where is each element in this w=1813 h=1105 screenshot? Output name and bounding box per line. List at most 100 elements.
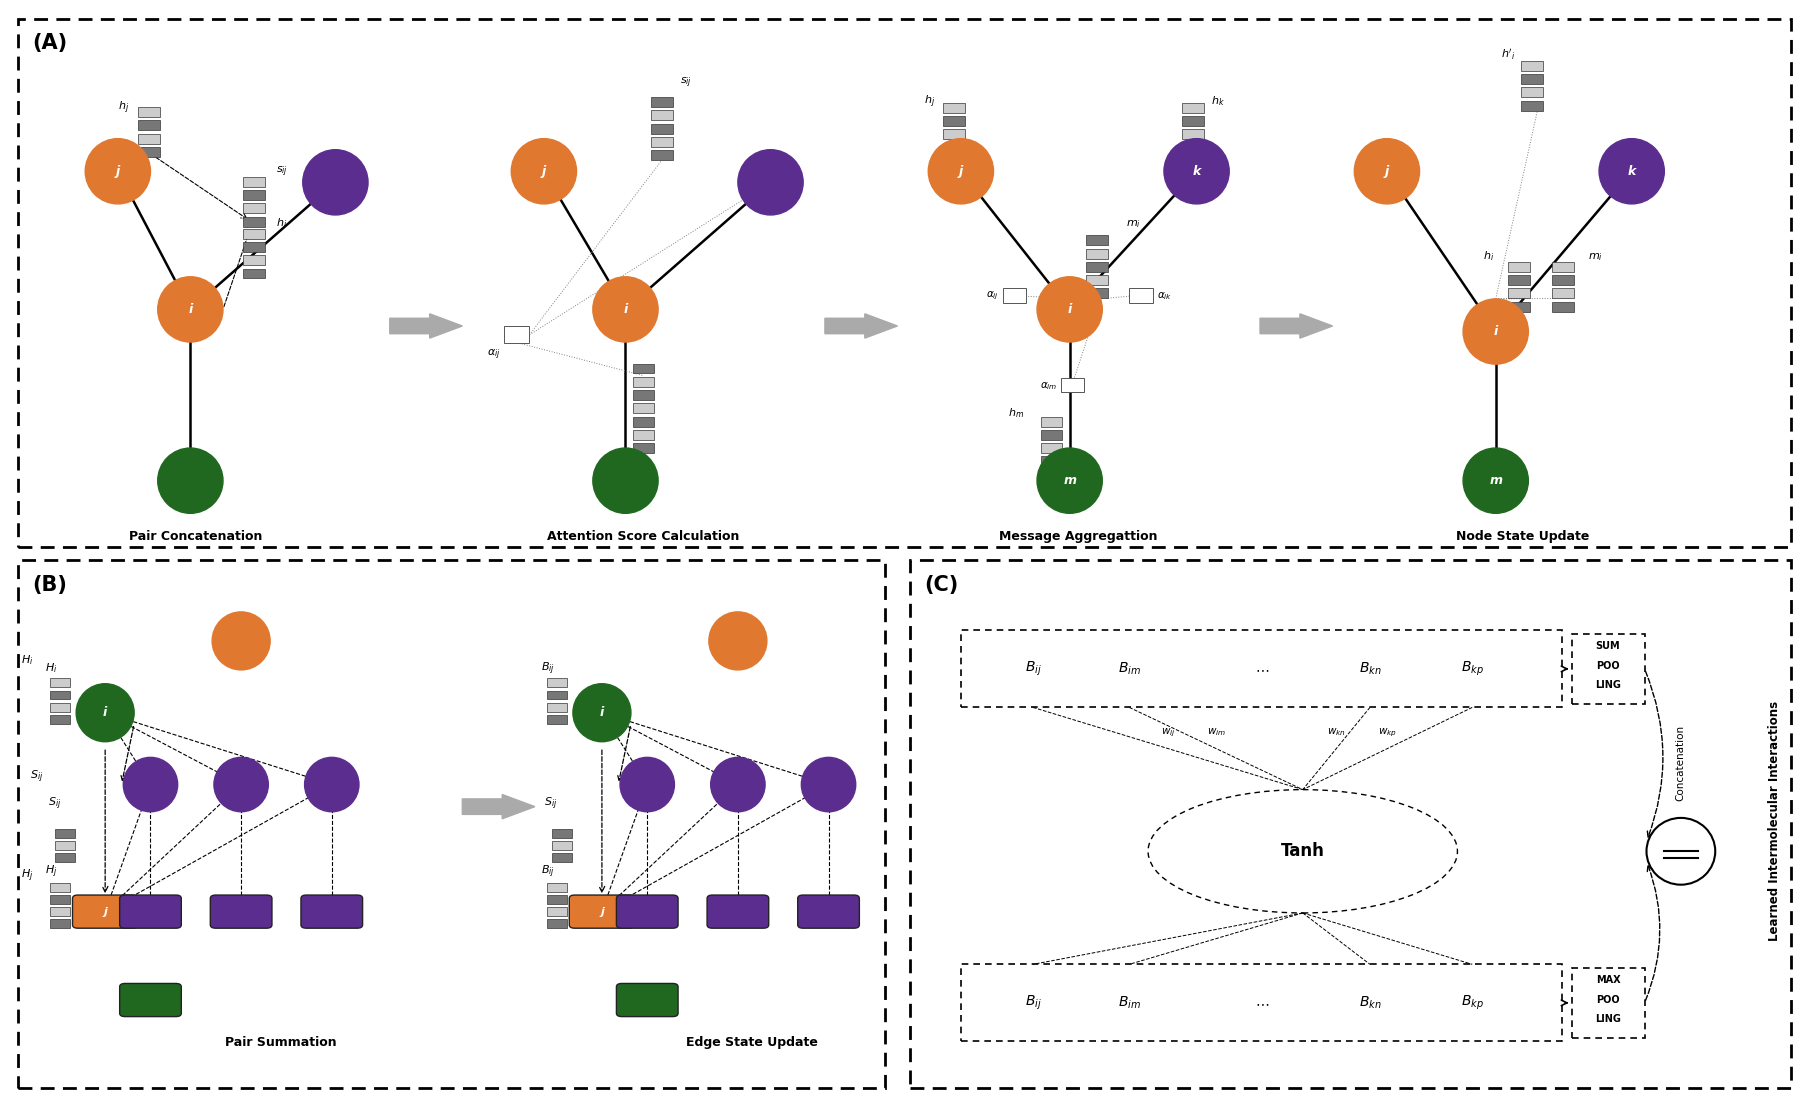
Ellipse shape: [303, 149, 368, 215]
Text: $h'_i$: $h'_i$: [1501, 46, 1516, 62]
Bar: [1552, 275, 1574, 285]
Ellipse shape: [85, 138, 150, 204]
FancyBboxPatch shape: [210, 895, 272, 928]
Text: $m_i$: $m_i$: [1126, 219, 1140, 230]
Text: i: i: [103, 706, 107, 719]
Text: Edge State Update: Edge State Update: [687, 1036, 818, 1050]
Text: $w_{im}$: $w_{im}$: [1206, 726, 1226, 738]
Bar: [548, 703, 566, 712]
Text: i: i: [189, 303, 192, 316]
Text: k: k: [1193, 165, 1200, 178]
Text: $B_{im}$: $B_{im}$: [1119, 661, 1140, 677]
Text: j: j: [959, 165, 963, 178]
Bar: [651, 137, 673, 147]
Bar: [51, 691, 69, 699]
Bar: [943, 116, 965, 126]
Bar: [243, 242, 265, 252]
Ellipse shape: [928, 138, 994, 204]
Bar: [51, 895, 69, 904]
Bar: [943, 129, 965, 139]
Text: j: j: [1385, 165, 1389, 178]
Bar: [1552, 302, 1574, 312]
Text: $B_{kn}$: $B_{kn}$: [1358, 994, 1382, 1011]
Text: $h_k$: $h_k$: [1211, 94, 1226, 107]
Bar: [56, 841, 76, 850]
Text: $m_i$: $m_i$: [1588, 252, 1603, 263]
Bar: [548, 678, 566, 687]
Bar: [243, 190, 265, 200]
Bar: [633, 443, 654, 453]
Bar: [138, 107, 160, 117]
Bar: [943, 103, 965, 113]
Ellipse shape: [1463, 298, 1528, 365]
Text: $B_{kp}$: $B_{kp}$: [1461, 660, 1483, 678]
Bar: [1508, 262, 1530, 272]
Bar: [504, 326, 529, 343]
Bar: [1086, 275, 1108, 285]
Bar: [548, 883, 566, 892]
Text: $\cdots$: $\cdots$: [1255, 662, 1269, 676]
Text: LING: LING: [1595, 681, 1621, 691]
Bar: [551, 829, 571, 838]
Bar: [633, 430, 654, 440]
Bar: [51, 919, 69, 928]
Bar: [633, 377, 654, 387]
FancyBboxPatch shape: [616, 983, 678, 1017]
Ellipse shape: [711, 757, 765, 812]
Text: Attention Score Calculation: Attention Score Calculation: [548, 530, 740, 544]
Text: (A): (A): [33, 33, 67, 53]
Text: m: m: [1062, 474, 1077, 487]
Text: j: j: [103, 906, 107, 917]
Text: $H_j$: $H_j$: [45, 863, 56, 880]
Bar: [910, 560, 1791, 1088]
Text: Message Aggregattion: Message Aggregattion: [999, 530, 1159, 544]
Bar: [243, 203, 265, 213]
Ellipse shape: [620, 757, 674, 812]
Bar: [1521, 74, 1543, 84]
Bar: [548, 919, 566, 928]
FancyArrow shape: [825, 314, 897, 338]
Bar: [51, 703, 69, 712]
Bar: [651, 110, 673, 120]
Text: LING: LING: [1595, 1014, 1621, 1024]
Text: m: m: [1488, 474, 1503, 487]
Text: $\alpha_{ik}$: $\alpha_{ik}$: [1157, 291, 1171, 302]
Text: POO: POO: [1595, 994, 1619, 1004]
Text: MAX: MAX: [1595, 976, 1621, 986]
Text: $H_i$: $H_i$: [45, 661, 56, 674]
Bar: [1041, 443, 1062, 453]
Text: $h_j$: $h_j$: [925, 93, 936, 109]
Text: Learned Intermolecular Interactions: Learned Intermolecular Interactions: [1768, 701, 1782, 940]
FancyBboxPatch shape: [120, 983, 181, 1017]
Bar: [633, 390, 654, 400]
Bar: [1521, 101, 1543, 110]
Bar: [1086, 288, 1108, 298]
Bar: [943, 143, 965, 152]
Bar: [1041, 417, 1062, 427]
Text: $B_{ij}$: $B_{ij}$: [540, 660, 555, 676]
Bar: [1182, 103, 1204, 113]
Bar: [1182, 143, 1204, 152]
Text: Pair Concatenation: Pair Concatenation: [129, 530, 263, 544]
Ellipse shape: [709, 612, 767, 670]
Ellipse shape: [511, 138, 577, 204]
Bar: [18, 560, 885, 1088]
Text: i: i: [1068, 303, 1071, 316]
Bar: [1508, 275, 1530, 285]
Bar: [548, 907, 566, 916]
Text: SUM: SUM: [1595, 642, 1621, 652]
Bar: [138, 120, 160, 130]
Bar: [961, 965, 1563, 1041]
Ellipse shape: [1354, 138, 1420, 204]
Text: Node State Update: Node State Update: [1456, 530, 1590, 544]
FancyBboxPatch shape: [73, 895, 138, 928]
Bar: [651, 150, 673, 160]
Bar: [243, 255, 265, 265]
Text: $B_{ij}$: $B_{ij}$: [540, 863, 555, 880]
Ellipse shape: [1164, 138, 1229, 204]
Text: j: j: [116, 165, 120, 178]
Bar: [1508, 302, 1530, 312]
Text: $\alpha_{ij}$: $\alpha_{ij}$: [986, 290, 999, 303]
Bar: [551, 841, 571, 850]
Ellipse shape: [593, 276, 658, 343]
